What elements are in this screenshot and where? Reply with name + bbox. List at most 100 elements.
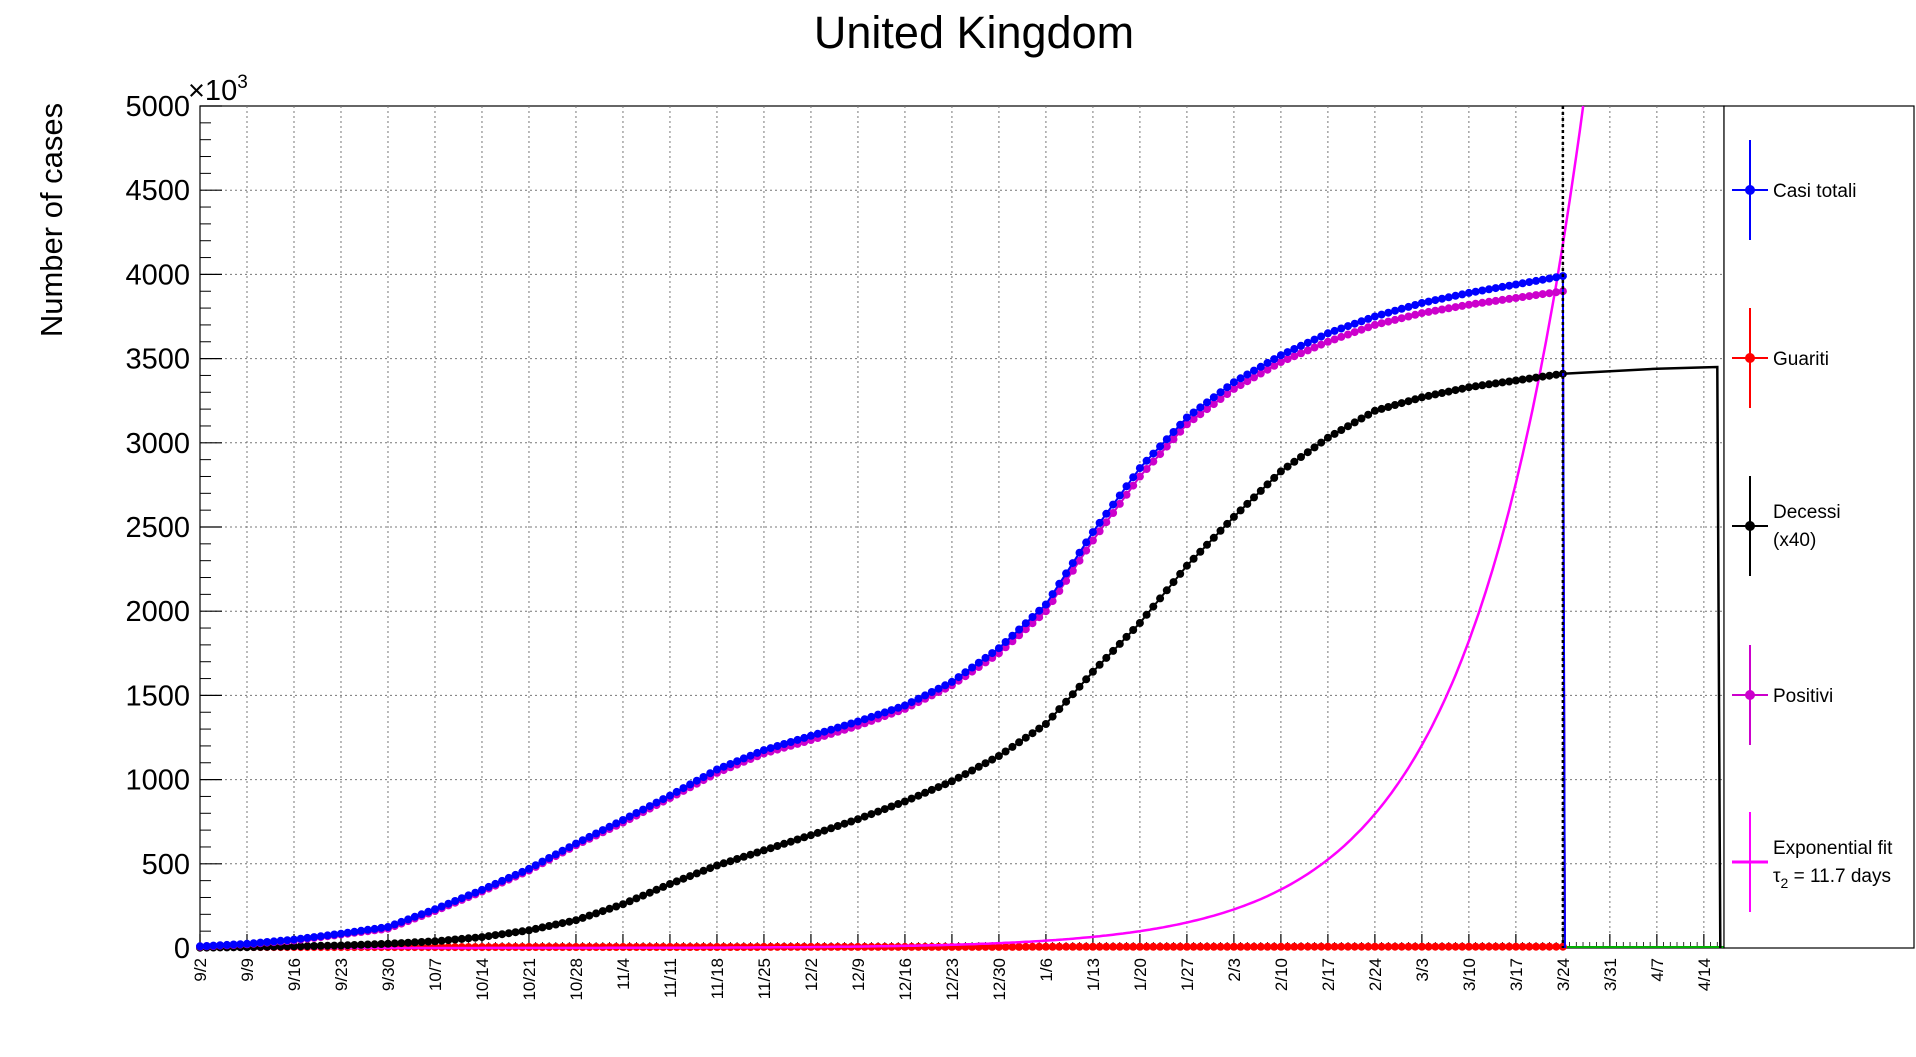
- data-point: [994, 942, 1003, 951]
- data-point: [1377, 319, 1386, 328]
- y-tick-label: 2000: [125, 596, 190, 628]
- data-point: [1236, 506, 1245, 515]
- data-point: [1370, 406, 1379, 415]
- data-point: [961, 668, 970, 677]
- data-point: [1082, 538, 1091, 547]
- data-point: [1283, 942, 1292, 951]
- data-point: [1330, 429, 1339, 438]
- data-point: [1182, 561, 1191, 570]
- data-point: [1283, 348, 1292, 357]
- data-point: [1485, 380, 1493, 389]
- data-point: [303, 933, 312, 942]
- data-point: [410, 912, 419, 921]
- data-point: [377, 923, 386, 932]
- data-point: [531, 861, 540, 870]
- y-tick-label: 4000: [125, 259, 190, 291]
- data-point: [1438, 389, 1446, 397]
- data-point: [1344, 330, 1352, 339]
- data-point: [880, 805, 889, 814]
- data-point: [1243, 499, 1252, 508]
- data-point: [1397, 314, 1406, 323]
- data-point: [1444, 293, 1453, 302]
- data-point: [1364, 314, 1373, 323]
- legend-marker: [1745, 353, 1755, 363]
- data-point: [1008, 637, 1017, 646]
- data-point: [1209, 942, 1218, 951]
- data-point: [1196, 403, 1205, 412]
- data-point: [504, 929, 513, 938]
- data-point: [1082, 546, 1091, 555]
- data-point: [719, 859, 728, 868]
- y-tick-label: 5000: [125, 91, 190, 123]
- data-point: [1444, 304, 1453, 313]
- data-point: [1478, 286, 1487, 295]
- data-point: [1377, 942, 1386, 951]
- data-point: [1021, 733, 1030, 742]
- data-point: [337, 929, 345, 938]
- data-point: [1283, 355, 1292, 364]
- data-point: [1424, 307, 1433, 316]
- data-point: [1464, 288, 1473, 297]
- data-point: [437, 902, 446, 911]
- data-point: [1149, 457, 1158, 466]
- x-tick-label: 12/9: [849, 958, 868, 991]
- data-point: [1203, 398, 1211, 407]
- data-point: [1431, 390, 1440, 399]
- data-point: [1122, 482, 1131, 491]
- legend-entry-3: Positivi: [1732, 645, 1833, 745]
- data-point: [1135, 619, 1144, 627]
- data-point: [1317, 438, 1326, 447]
- data-point: [1102, 653, 1111, 662]
- data-point: [1498, 378, 1507, 387]
- data-point: [1431, 942, 1440, 951]
- data-point: [1068, 690, 1077, 699]
- data-point: [1015, 625, 1024, 634]
- data-point: [1404, 942, 1413, 951]
- data-point: [1451, 291, 1460, 300]
- data-point: [880, 708, 889, 717]
- x-tick-label: 10/14: [473, 958, 492, 1001]
- data-point: [974, 762, 983, 771]
- x-tick-label: 11/4: [614, 958, 633, 990]
- data-point: [1189, 554, 1198, 563]
- data-point: [431, 905, 439, 914]
- data-point: [1088, 942, 1097, 951]
- data-point: [1297, 349, 1305, 358]
- data-point: [357, 926, 366, 935]
- data-point: [786, 738, 795, 746]
- data-point: [954, 673, 963, 682]
- data-point: [1109, 500, 1118, 509]
- data-point: [290, 942, 298, 951]
- x-tick-label: 3/10: [1460, 958, 1479, 991]
- data-point: [1350, 319, 1359, 328]
- data-point: [1350, 418, 1359, 427]
- data-point: [1001, 942, 1010, 951]
- data-point: [1384, 317, 1393, 326]
- data-point: [1236, 374, 1245, 383]
- data-point: [457, 934, 466, 943]
- data-point: [310, 942, 319, 950]
- data-point: [417, 910, 426, 919]
- data-point: [350, 941, 359, 949]
- data-point: [1176, 427, 1185, 436]
- data-point: [887, 802, 896, 811]
- data-point: [1115, 639, 1124, 648]
- data-point: [914, 791, 923, 800]
- data-point: [1276, 467, 1285, 476]
- data-point: [551, 850, 560, 859]
- data-point: [1075, 556, 1084, 565]
- data-point: [1075, 548, 1084, 557]
- series-line: [199, 372, 1566, 949]
- data-point: [1021, 625, 1030, 634]
- data-point: [706, 864, 715, 873]
- data-point: [592, 909, 601, 918]
- data-point: [820, 826, 829, 835]
- data-point: [1297, 341, 1305, 350]
- legend-label-line2: (x40): [1773, 530, 1816, 551]
- data-point: [1538, 372, 1547, 381]
- data-point: [1290, 457, 1299, 466]
- data-point: [1438, 305, 1446, 314]
- data-point: [1525, 942, 1534, 951]
- data-point: [1505, 294, 1514, 303]
- data-point: [1229, 942, 1238, 951]
